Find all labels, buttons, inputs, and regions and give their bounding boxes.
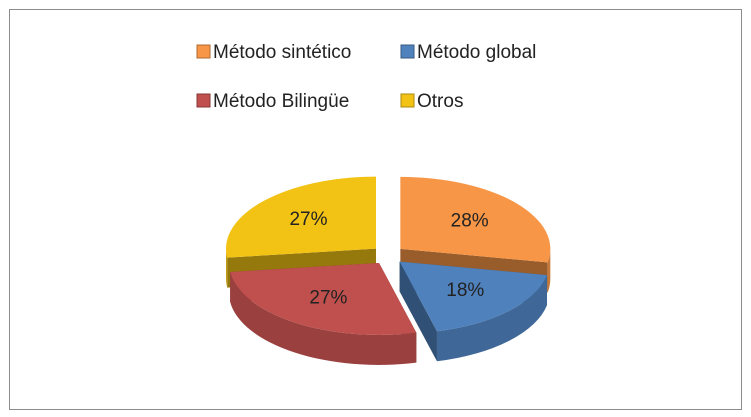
- legend-label: Otros: [417, 91, 463, 112]
- legend: Método sintético Método global Método Bili…: [196, 42, 536, 112]
- legend-swatch: [196, 93, 211, 108]
- legend-label: Método Bilingüe: [213, 91, 349, 112]
- legend-label: Método sintético: [213, 42, 351, 63]
- data-label: 27%: [289, 209, 327, 230]
- slice-top: [225, 176, 376, 258]
- legend-swatch: [400, 93, 415, 108]
- slice: 18%: [399, 261, 548, 362]
- legend-swatch: [196, 44, 211, 59]
- slice-top: [400, 176, 551, 263]
- slice-side: [399, 261, 437, 362]
- slice-wall: [230, 271, 417, 365]
- slice-wall: [225, 248, 228, 288]
- data-label: 27%: [309, 288, 347, 309]
- slice-wall: [436, 275, 548, 362]
- data-label: 18%: [446, 280, 484, 301]
- slice: 27%: [230, 262, 417, 365]
- slice-top: [230, 262, 417, 335]
- slice-wall: [547, 248, 551, 293]
- legend-swatch: [400, 44, 415, 59]
- pie: 27% 28% 18% 27%: [225, 176, 551, 365]
- slice-top: [399, 261, 548, 332]
- legend-label: Método global: [417, 42, 536, 63]
- data-label: 28%: [451, 210, 489, 231]
